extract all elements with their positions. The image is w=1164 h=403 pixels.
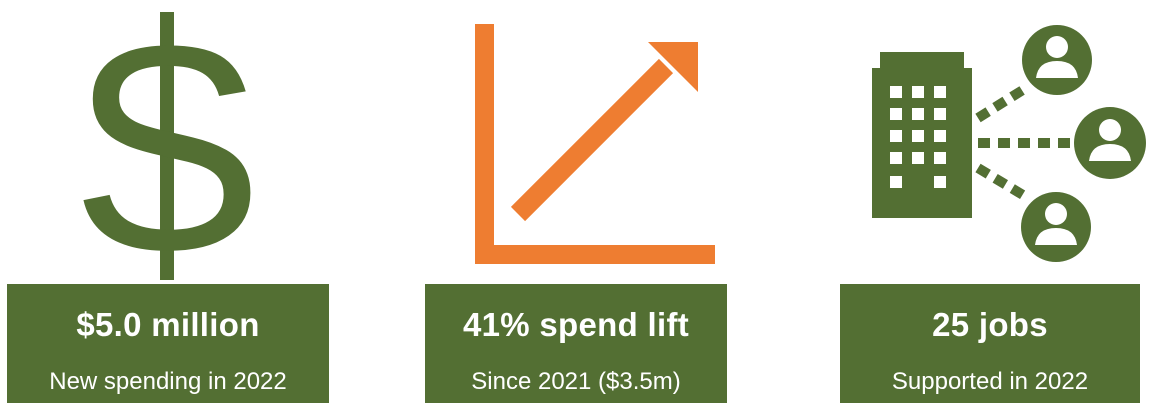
stat-card-spending: S $5.0 million New spending in 2022 [0,0,380,403]
stat-card-spend-lift: 41% spend lift Since 2021 ($3.5m) [380,0,780,403]
stat-subtitle: Since 2021 ($3.5m) [471,368,681,395]
stat-title: $5.0 million [76,306,260,343]
stat-label-box: 25 jobs Supported in 2022 [840,284,1140,403]
svg-text:S: S [70,0,263,290]
connector-lines [975,83,1080,203]
person-icon-middle [1074,107,1146,179]
stat-title: 41% spend lift [462,306,690,343]
stat-label-box: $5.0 million New spending in 2022 [7,284,329,403]
stat-subtitle: Supported in 2022 [891,368,1089,395]
building-icon [872,52,972,218]
person-icon-bottom [1021,192,1091,262]
stat-title: 25 jobs [932,306,1048,343]
stat-subtitle: New spending in 2022 [49,368,287,395]
person-icon-top [1022,25,1092,95]
dollar-sign-icon: S [70,0,263,290]
growth-arrow-chart-icon [475,24,715,264]
building-people-network-icon [872,25,1146,262]
stat-card-jobs: 25 jobs Supported in 2022 [780,0,1164,403]
stat-label-box: 41% spend lift Since 2021 ($3.5m) [425,284,727,403]
